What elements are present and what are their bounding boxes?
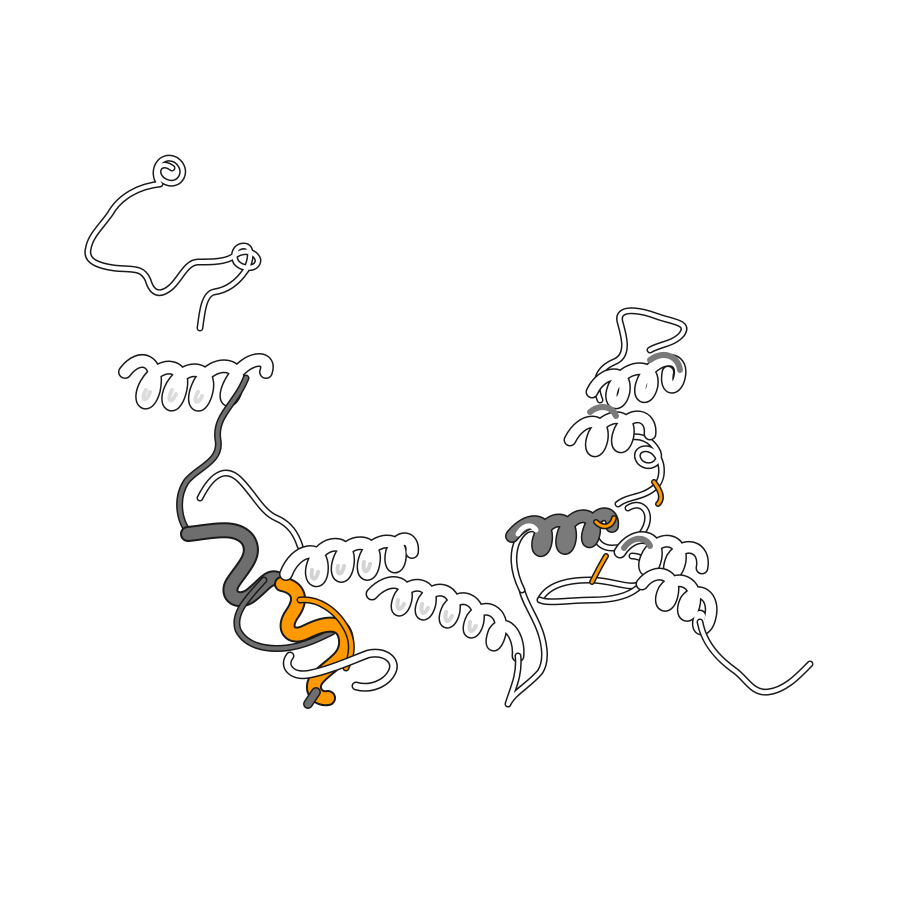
helix-right-upper [585,352,687,410]
dark-loop [233,576,336,652]
right-orange-accents [589,479,664,585]
left-domain [84,154,548,709]
helix-extended [365,576,525,663]
helix-right-dark [505,507,620,557]
helix-dark [180,522,290,608]
helix-middle [279,532,420,588]
helix-right-middle [563,404,657,458]
white-loop-bottom-left [282,648,398,692]
dark-linker-coil [176,374,304,550]
right-domain [505,307,814,696]
helix-orange [274,576,354,709]
n-terminal-coil [84,154,262,332]
helix-right-lower [613,531,709,580]
helix-upper-left [118,353,274,412]
c-terminal-helix [635,567,814,696]
interdomain-linker [504,586,548,708]
